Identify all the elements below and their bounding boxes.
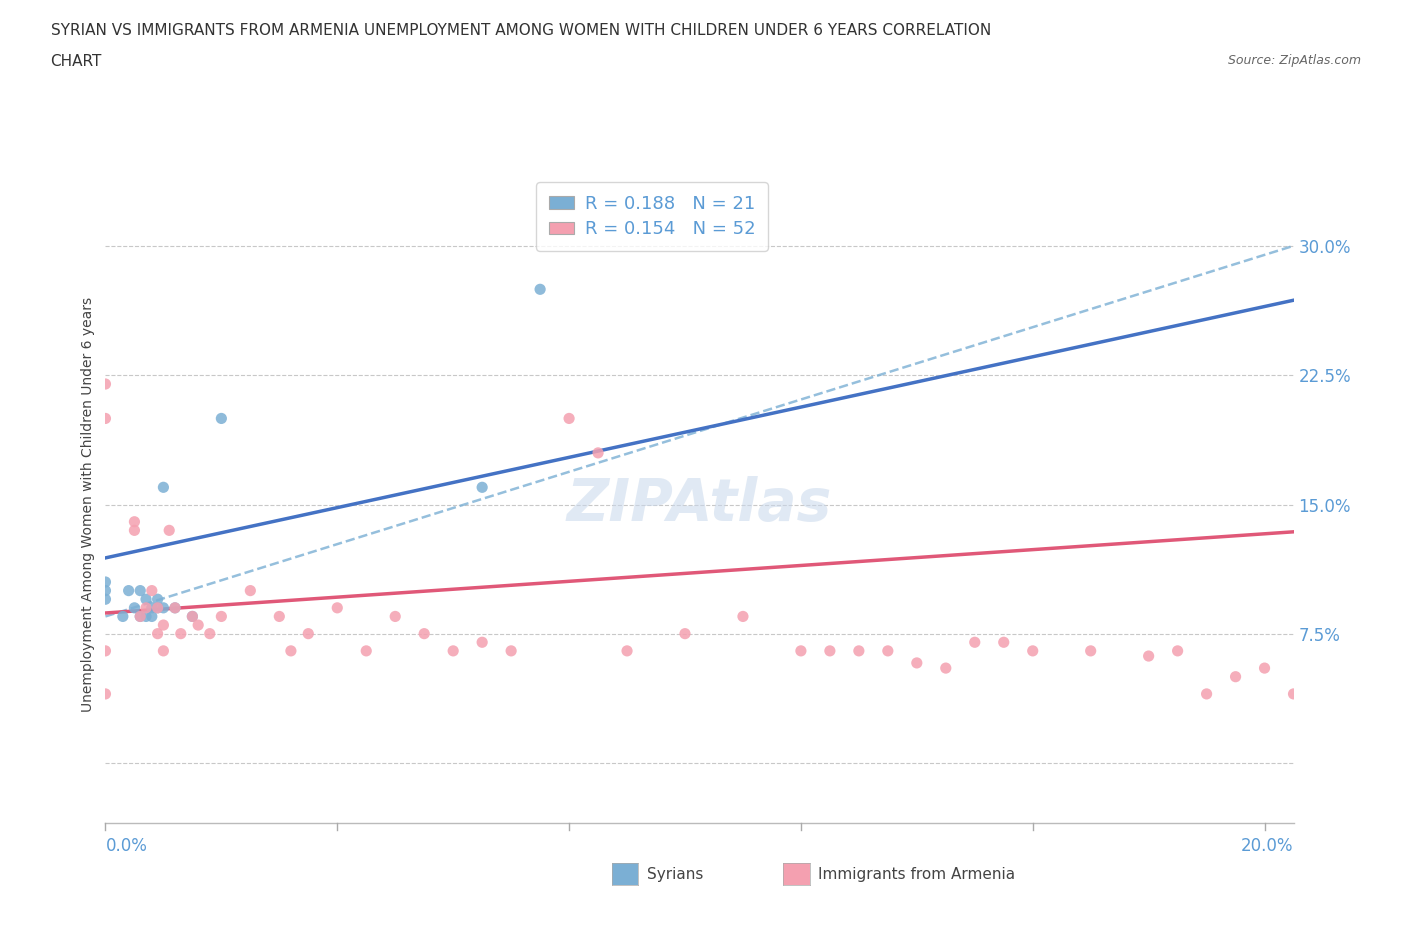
Point — [181, 609, 204, 624]
Point — [94, 583, 117, 598]
Point — [848, 644, 870, 658]
Point — [209, 411, 232, 426]
Point — [94, 411, 117, 426]
Point — [141, 601, 163, 616]
Text: 20.0%: 20.0% — [1241, 837, 1294, 855]
Point — [1253, 660, 1275, 675]
Point — [413, 626, 436, 641]
Point — [135, 591, 157, 606]
Text: CHART: CHART — [51, 54, 103, 69]
Point — [616, 644, 638, 658]
Point — [124, 514, 146, 529]
Point — [384, 609, 406, 624]
Point — [239, 583, 262, 598]
Point — [1022, 644, 1045, 658]
Point — [876, 644, 898, 658]
Y-axis label: Unemployment Among Women with Children Under 6 years: Unemployment Among Women with Children U… — [82, 297, 96, 712]
Point — [111, 609, 134, 624]
Point — [135, 609, 157, 624]
Point — [209, 609, 232, 624]
Point — [586, 445, 609, 460]
Point — [157, 523, 180, 538]
Point — [1167, 644, 1189, 658]
Point — [471, 480, 494, 495]
Point — [187, 618, 209, 632]
Point — [181, 609, 204, 624]
Point — [152, 618, 174, 632]
Point — [152, 644, 174, 658]
Point — [94, 591, 117, 606]
Point — [129, 583, 152, 598]
Point — [135, 601, 157, 616]
Point — [297, 626, 319, 641]
Point — [993, 635, 1015, 650]
Point — [198, 626, 221, 641]
Point — [471, 635, 494, 650]
Point — [141, 583, 163, 598]
Point — [731, 609, 754, 624]
Point — [163, 601, 186, 616]
Point — [124, 523, 146, 538]
Point — [163, 601, 186, 616]
Point — [501, 644, 523, 658]
Point — [146, 591, 169, 606]
Point — [141, 609, 163, 624]
Point — [1080, 644, 1102, 658]
Point — [326, 601, 349, 616]
Point — [1225, 670, 1247, 684]
Point — [269, 609, 291, 624]
Point — [1137, 648, 1160, 663]
Point — [673, 626, 696, 641]
Point — [1282, 686, 1305, 701]
Point — [280, 644, 302, 658]
Text: Syrians: Syrians — [647, 867, 703, 882]
Point — [790, 644, 813, 658]
Point — [94, 575, 117, 590]
Point — [152, 480, 174, 495]
Point — [170, 626, 193, 641]
Point — [146, 626, 169, 641]
Point — [94, 644, 117, 658]
Point — [529, 282, 551, 297]
Point — [146, 601, 169, 616]
Text: Immigrants from Armenia: Immigrants from Armenia — [818, 867, 1015, 882]
Point — [935, 660, 957, 675]
Point — [146, 601, 169, 616]
Point — [558, 411, 581, 426]
Legend: R = 0.188   N = 21, R = 0.154   N = 52: R = 0.188 N = 21, R = 0.154 N = 52 — [536, 182, 768, 251]
Point — [129, 609, 152, 624]
Point — [905, 656, 928, 671]
Point — [94, 377, 117, 392]
Text: 0.0%: 0.0% — [105, 837, 148, 855]
Point — [963, 635, 986, 650]
Text: Source: ZipAtlas.com: Source: ZipAtlas.com — [1227, 54, 1361, 67]
Point — [117, 583, 139, 598]
Point — [818, 644, 841, 658]
Point — [152, 601, 174, 616]
Text: SYRIAN VS IMMIGRANTS FROM ARMENIA UNEMPLOYMENT AMONG WOMEN WITH CHILDREN UNDER 6: SYRIAN VS IMMIGRANTS FROM ARMENIA UNEMPL… — [51, 23, 991, 38]
Point — [1195, 686, 1218, 701]
Point — [124, 601, 146, 616]
Text: ZIPAtlas: ZIPAtlas — [567, 476, 832, 533]
Point — [354, 644, 377, 658]
Point — [441, 644, 464, 658]
Point — [94, 686, 117, 701]
Point — [129, 609, 152, 624]
